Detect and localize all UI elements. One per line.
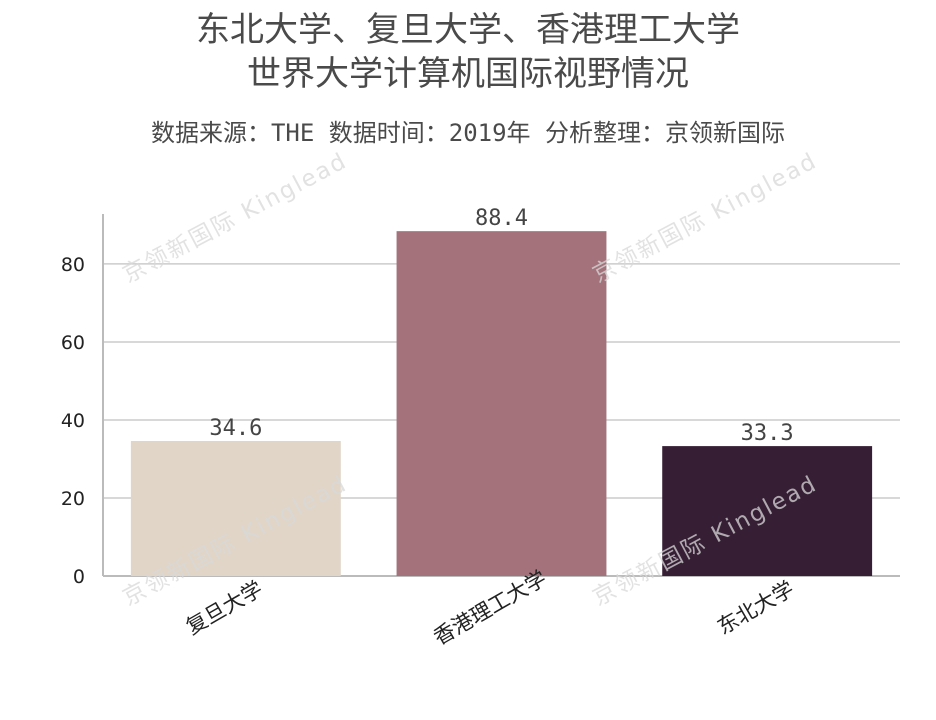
bar (396, 231, 607, 576)
y-tick-label: 40 (61, 410, 85, 432)
bar (130, 441, 341, 576)
x-tick-label: 复旦大学 (182, 577, 267, 640)
y-tick-label: 60 (61, 332, 85, 354)
watermark: 京领新国际 Kinglead (119, 148, 352, 288)
chart-subtitle: 数据来源：THE 数据时间：2019年 分析整理：京领新国际 (150, 119, 786, 147)
chart-title: 东北大学、复旦大学、香港理工大学 世界大学计算机国际视野情况 (0, 8, 936, 96)
value-label: 33.3 (741, 421, 794, 446)
y-tick-label: 0 (73, 566, 85, 588)
x-tick-label: 香港理工大学 (429, 566, 550, 650)
value-label: 34.6 (209, 416, 262, 441)
bars (130, 231, 873, 576)
x-tick-label: 东北大学 (713, 577, 798, 640)
value-label: 88.4 (475, 206, 528, 231)
chart-title-line-2: 世界大学计算机国际视野情况 (247, 54, 689, 94)
y-tick-label: 80 (61, 254, 85, 276)
bar (662, 446, 873, 576)
y-tick-label: 20 (61, 488, 85, 510)
watermark: 京领新国际 Kinglead (589, 148, 822, 288)
chart-title-line-1: 东北大学、复旦大学、香港理工大学 (196, 10, 740, 50)
